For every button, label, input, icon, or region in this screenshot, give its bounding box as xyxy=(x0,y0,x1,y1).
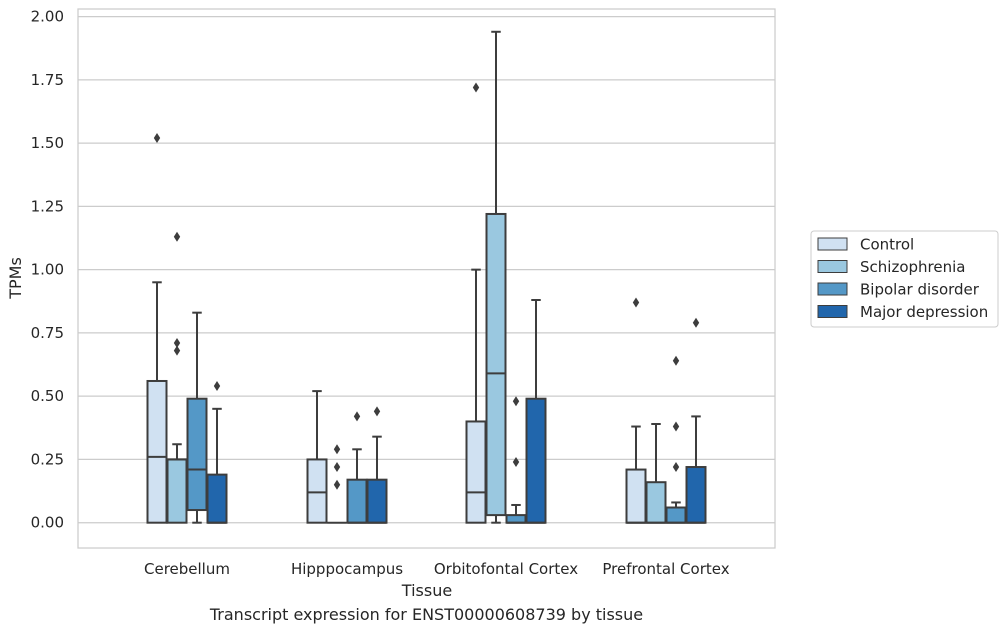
y-tick-label: 1.00 xyxy=(31,261,64,279)
box-body xyxy=(645,481,667,524)
box-schizophrenia xyxy=(485,30,507,524)
box-control xyxy=(625,297,647,524)
box-bipolar-disorder xyxy=(186,311,208,524)
y-tick-label: 1.25 xyxy=(31,197,64,215)
boxes xyxy=(146,30,707,524)
box-schizophrenia xyxy=(166,231,188,524)
outlier-point xyxy=(333,479,341,490)
legend-frame xyxy=(810,230,999,328)
legend-swatch xyxy=(817,282,848,296)
legend-swatch xyxy=(817,260,848,273)
x-tick-labels: Cerebellum Hipppocampus Orbitofontal Corte… xyxy=(144,560,730,578)
legend-swatch xyxy=(817,237,848,251)
box-control xyxy=(465,82,487,524)
outlier-point xyxy=(632,297,640,308)
box-bipolar-disorder xyxy=(346,411,368,524)
y-axis-title: TPMs xyxy=(6,257,25,300)
x-axis-title: Tissue xyxy=(401,581,452,600)
box-body xyxy=(685,466,707,524)
box-major-depression xyxy=(366,406,388,524)
outlier-point xyxy=(213,381,221,392)
box-control xyxy=(146,133,168,524)
y-tick-label: 0.25 xyxy=(31,450,64,468)
x-tick-label: Cerebellum xyxy=(144,560,230,578)
box-body xyxy=(346,478,368,524)
box-body xyxy=(186,397,208,512)
y-tick-label: 1.75 xyxy=(31,71,64,89)
box-major-depression xyxy=(685,317,707,524)
box-body xyxy=(146,379,168,524)
box-body xyxy=(505,514,527,524)
outlier-point xyxy=(472,82,480,93)
y-tick-label: 0.75 xyxy=(31,324,64,342)
box-body xyxy=(485,212,507,517)
outlier-point xyxy=(353,411,361,422)
outlier-point xyxy=(672,355,680,366)
box-schizophrenia xyxy=(645,423,667,524)
legend-swatch xyxy=(817,305,848,318)
outlier-point xyxy=(173,231,181,242)
box-body xyxy=(366,478,388,524)
box-control xyxy=(306,390,328,524)
x-tick-label: Hipppocampus xyxy=(291,560,403,578)
plot-frame xyxy=(77,8,776,549)
y-tick-label: 2.00 xyxy=(31,8,64,26)
legend-label: Schizophrenia xyxy=(860,258,965,276)
legend-label: Bipolar disorder xyxy=(860,281,980,299)
outlier-point xyxy=(512,396,520,407)
box-body xyxy=(525,397,547,524)
box-bipolar-disorder xyxy=(505,396,527,524)
outlier-point xyxy=(333,444,341,455)
box-body xyxy=(166,458,188,524)
x-tick-label: Prefrontal Cortex xyxy=(602,560,729,578)
chart-caption: Transcript expression for ENST0000060873… xyxy=(209,605,644,624)
y-tick-label: 0.50 xyxy=(31,387,64,405)
outlier-point xyxy=(153,133,161,144)
outlier-point xyxy=(512,456,520,467)
outlier-point xyxy=(333,462,341,473)
box-schizophrenia xyxy=(327,444,347,524)
x-tick-label: Orbitofontal Cortex xyxy=(434,560,578,578)
grid-lines xyxy=(78,15,775,524)
outlier-point xyxy=(173,338,181,349)
y-tick-label: 1.50 xyxy=(31,134,64,152)
outlier-point xyxy=(373,406,381,417)
box-major-depression xyxy=(525,299,547,524)
legend-label: Major depression xyxy=(860,303,988,321)
y-tick-label: 0.00 xyxy=(31,514,64,532)
box-major-depression xyxy=(206,381,228,524)
outlier-point xyxy=(672,421,680,432)
y-tick-labels: 0.00 0.25 0.50 0.75 1.00 1.25 1.50 1.75 2.00 xyxy=(31,8,64,532)
box-body xyxy=(306,458,328,524)
outlier-point xyxy=(173,345,181,356)
box-body xyxy=(665,506,687,524)
outlier-point xyxy=(672,462,680,473)
legend: Control Schizophrenia Bipolar disorder Majo… xyxy=(810,230,999,328)
legend-label: Control xyxy=(860,236,914,254)
outlier-point xyxy=(692,317,700,328)
box-bipolar-disorder xyxy=(665,355,687,524)
box-body xyxy=(465,420,487,524)
box-body xyxy=(206,473,228,524)
box-body xyxy=(625,468,647,524)
